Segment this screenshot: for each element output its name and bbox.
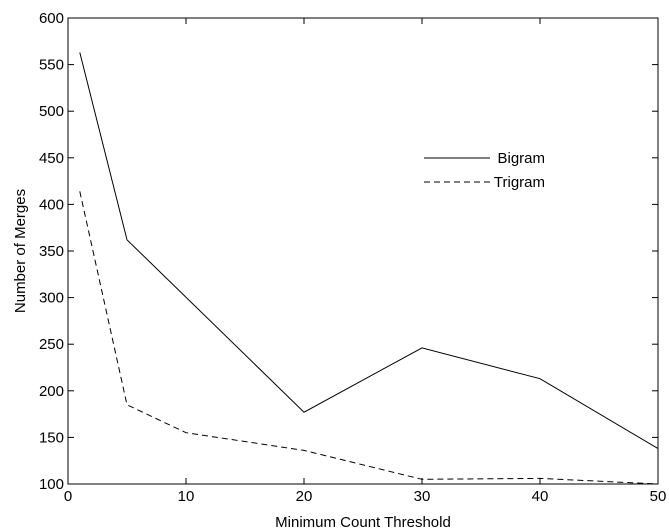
y-tick-label: 600 xyxy=(39,10,64,27)
series-line-bigram xyxy=(79,52,659,450)
x-tick-label: 50 xyxy=(650,488,667,505)
y-tick-label: 250 xyxy=(39,336,64,353)
y-tick-label: 350 xyxy=(39,243,64,260)
y-axis-label: Number of Merges xyxy=(12,189,29,313)
x-axis-label: Minimum Count Threshold xyxy=(275,514,451,531)
y-tick-label: 500 xyxy=(39,103,64,120)
x-tick-label: 30 xyxy=(414,488,431,505)
x-tick-label: 0 xyxy=(64,488,72,505)
legend-label-bigram: Bigram xyxy=(497,150,545,167)
x-tick-label: 10 xyxy=(178,488,195,505)
y-tick-label: 300 xyxy=(39,290,64,307)
series-lines xyxy=(79,52,659,485)
x-tick-label: 20 xyxy=(296,488,313,505)
y-tick-label: 200 xyxy=(39,383,64,400)
series-line-trigram xyxy=(79,191,659,485)
y-tick-label: 400 xyxy=(39,196,64,213)
plot-frame xyxy=(67,17,659,485)
legend: Bigram Trigram xyxy=(424,150,545,191)
y-tick-label: 450 xyxy=(39,150,64,167)
y-tick-label: 150 xyxy=(39,429,64,446)
y-tick-label: 100 xyxy=(39,476,64,493)
x-tick-label: 40 xyxy=(532,488,549,505)
axis-ticks: 0 10 20 30 40 50 100 150 200 250 300 350 400 450 500 55… xyxy=(39,10,666,505)
y-tick-label: 550 xyxy=(39,57,64,74)
legend-label-trigram: Trigram xyxy=(494,174,545,191)
